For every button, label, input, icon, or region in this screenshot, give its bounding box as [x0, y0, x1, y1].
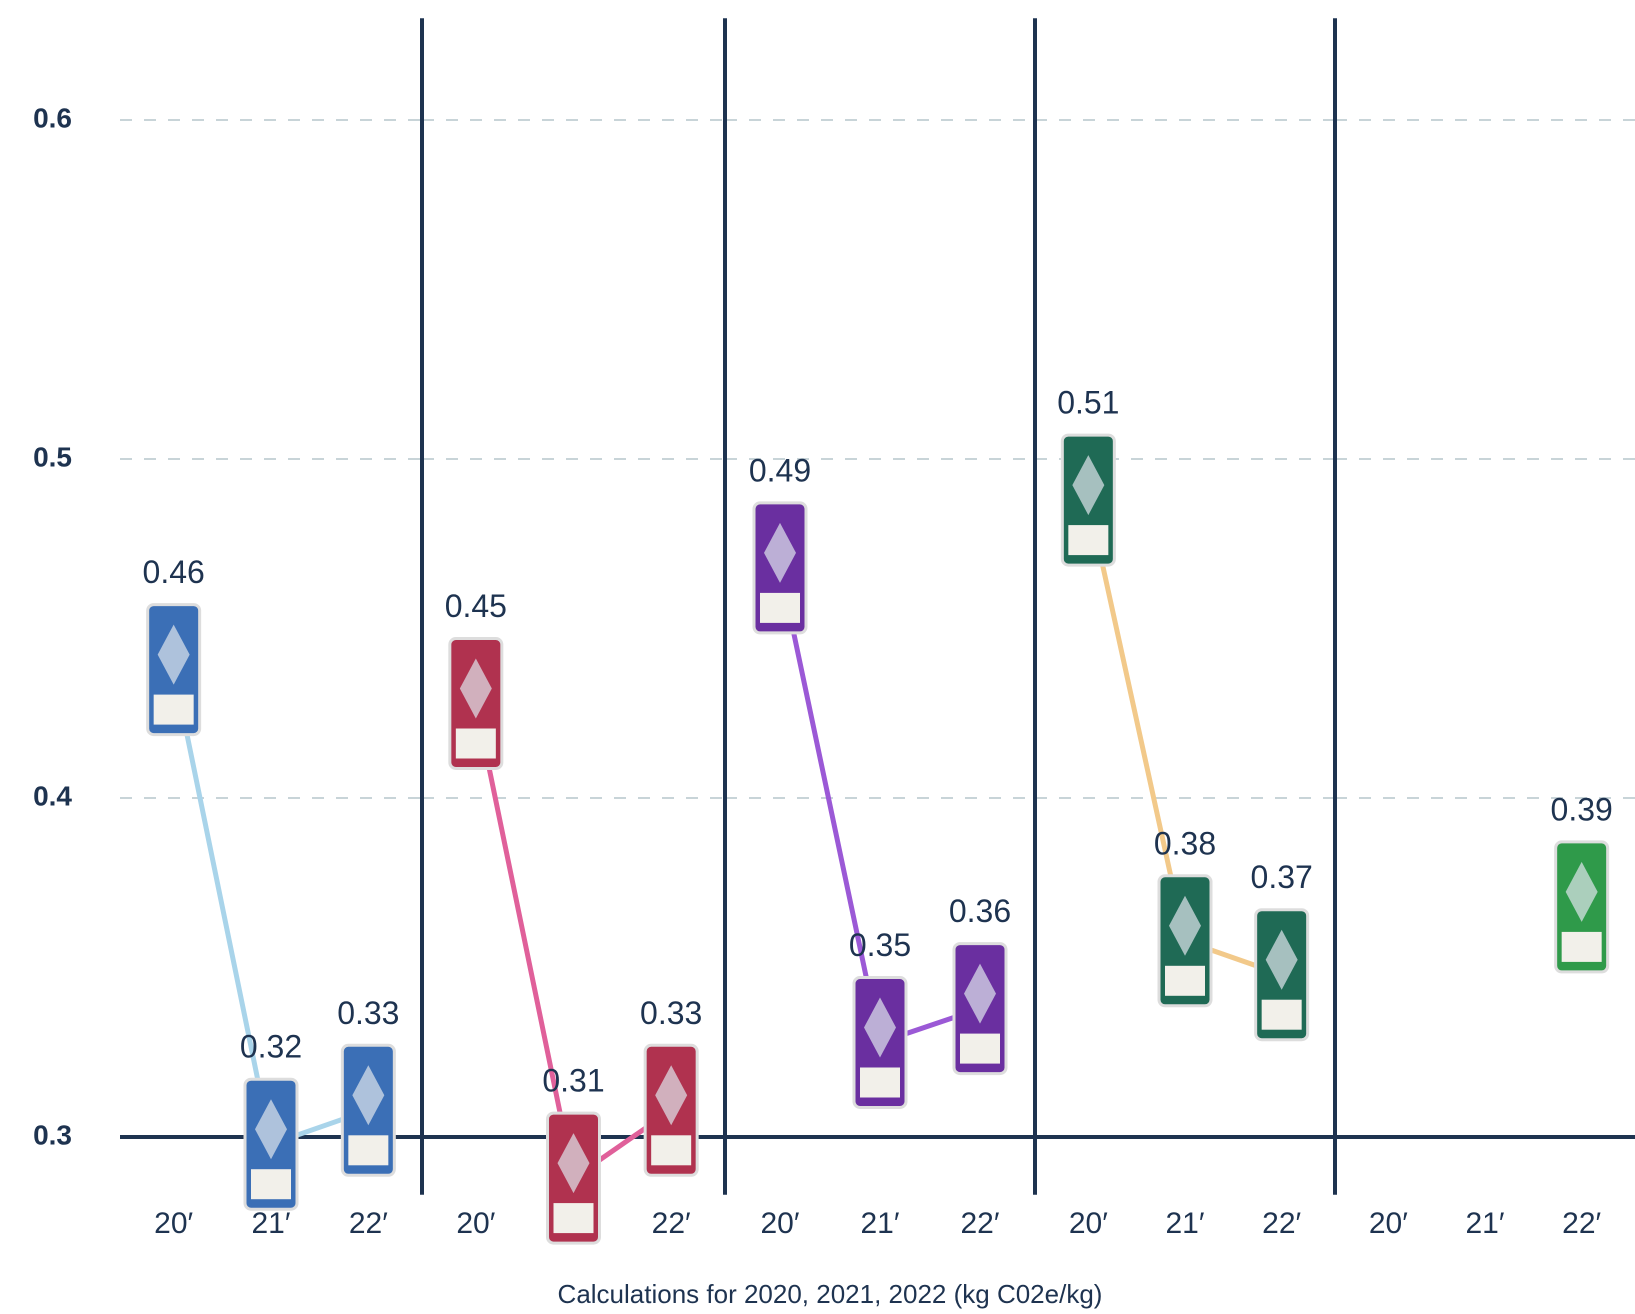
y-tick-label: 0.4: [33, 780, 72, 811]
can-logo: [1072, 455, 1105, 516]
can-label: [651, 1135, 692, 1166]
x-tick-label: 21′: [1166, 1207, 1205, 1240]
series-line: [171, 669, 370, 1148]
value-label: 0.49: [749, 452, 811, 488]
can-label: [153, 694, 194, 725]
can-logo: [157, 624, 190, 685]
x-tick-label: 22′: [349, 1207, 388, 1240]
can-label: [455, 728, 496, 759]
can-logo: [964, 963, 996, 1024]
x-tick-label: 20′: [456, 1207, 495, 1240]
y-tick-label: 0.6: [33, 102, 72, 133]
can-logo: [1169, 895, 1201, 956]
can-label: [1561, 931, 1602, 962]
can-label: [1068, 525, 1109, 556]
x-tick-label: 22′: [1562, 1207, 1601, 1240]
y-tick-label: 0.3: [33, 1119, 72, 1150]
can-logo: [1265, 929, 1298, 990]
can-label: [1261, 999, 1302, 1030]
x-tick-label: 21′: [861, 1207, 900, 1240]
value-label: 0.33: [337, 995, 399, 1031]
x-tick-label: 21′: [252, 1207, 291, 1240]
value-label: 0.31: [542, 1063, 604, 1099]
can-label: [553, 1203, 594, 1234]
value-label: 0.32: [240, 1029, 302, 1065]
x-tick-label: 20′: [154, 1207, 193, 1240]
can-logo: [655, 1065, 688, 1126]
x-tick-label: 20′: [1069, 1207, 1108, 1240]
value-label: 0.51: [1057, 385, 1119, 421]
x-tick-label: 20′: [761, 1207, 800, 1240]
value-label: 0.45: [445, 588, 507, 624]
can-label: [960, 1033, 1000, 1064]
can-label: [860, 1067, 900, 1098]
can-logo: [1565, 861, 1598, 922]
can-logo: [352, 1065, 385, 1126]
value-label: 0.46: [143, 554, 205, 590]
x-tick-label: 22′: [1262, 1207, 1301, 1240]
y-tick-label: 0.5: [33, 441, 72, 472]
can-label: [760, 592, 800, 623]
can-logo: [764, 522, 796, 583]
x-axis-label: Calculations for 2020, 2021, 2022 (kg C0…: [558, 1279, 1103, 1309]
value-label: 0.35: [849, 927, 911, 963]
x-tick-label: 21′: [1466, 1207, 1505, 1240]
x-tick-label: 20′: [1369, 1207, 1408, 1240]
x-tick-label: 22′: [961, 1207, 1000, 1240]
can-logo: [459, 658, 492, 719]
value-label: 0.37: [1251, 859, 1313, 895]
value-label: 0.36: [949, 893, 1011, 929]
can-label: [1165, 965, 1205, 996]
can-label: [348, 1135, 389, 1166]
value-label: 0.38: [1154, 825, 1216, 861]
can-logo: [864, 997, 896, 1058]
value-label: 0.39: [1551, 791, 1613, 827]
x-tick-label: 22′: [652, 1207, 691, 1240]
value-label: 0.33: [640, 995, 702, 1031]
can-logo: [557, 1133, 590, 1194]
series-line: [777, 567, 981, 1046]
can-logo: [255, 1099, 287, 1160]
can-label: [251, 1169, 291, 1200]
series-line: [473, 702, 673, 1183]
